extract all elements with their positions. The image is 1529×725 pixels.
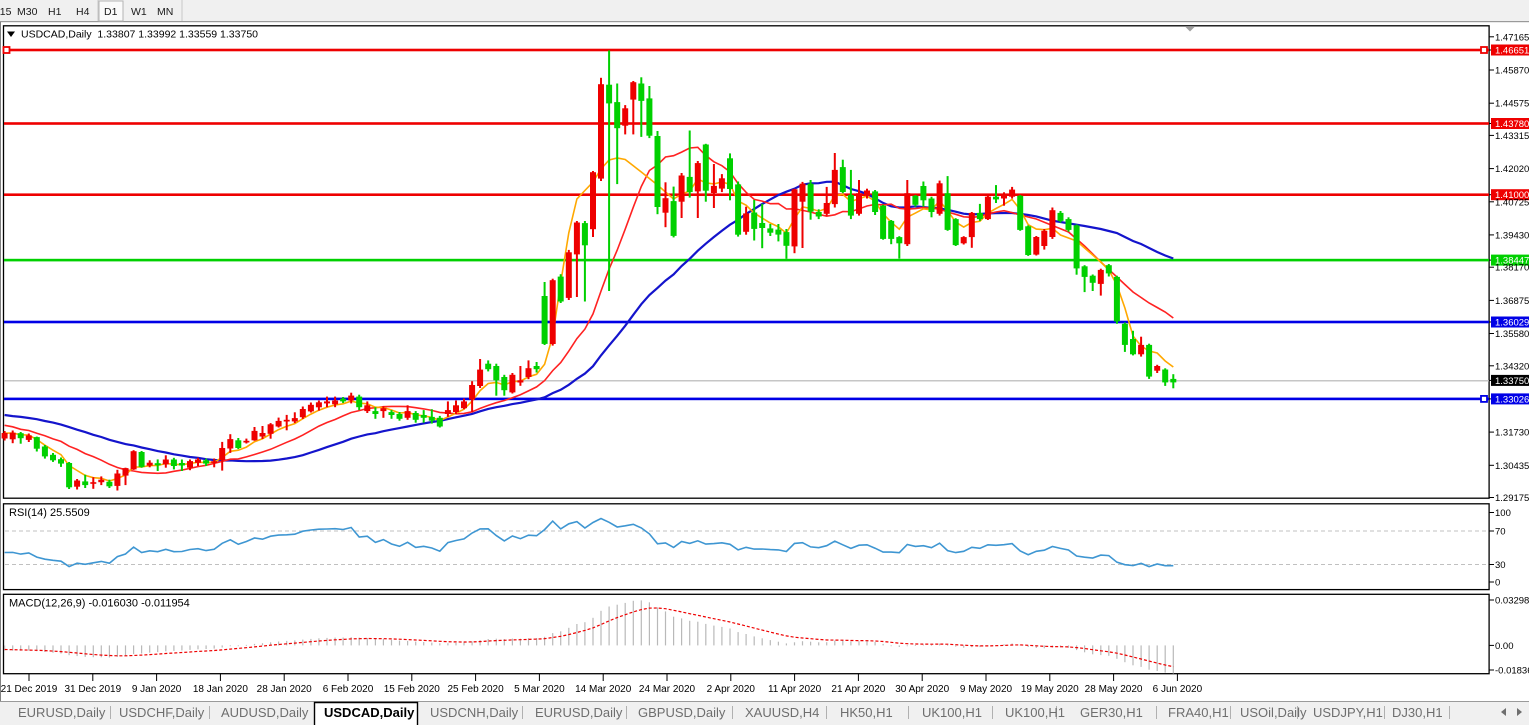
svg-text:21 Dec 2019: 21 Dec 2019 <box>1 684 58 695</box>
svg-text:25 Feb 2020: 25 Feb 2020 <box>448 684 505 695</box>
svg-text:GER30,H1: GER30,H1 <box>1080 705 1143 720</box>
svg-text:1.47165: 1.47165 <box>1495 32 1529 43</box>
svg-text:1.40725: 1.40725 <box>1495 197 1529 208</box>
svg-text:30: 30 <box>1495 560 1506 571</box>
svg-text:USDCAD,Daily 1.33807 1.33992: USDCAD,Daily 1.33807 1.33992 1.33559 1.3… <box>21 29 258 41</box>
svg-text:UK100,H1: UK100,H1 <box>1005 705 1065 720</box>
svg-text:AUDUSD,Daily: AUDUSD,Daily <box>221 705 309 720</box>
svg-text:MN: MN <box>157 6 173 18</box>
svg-text:1.30435: 1.30435 <box>1495 461 1529 472</box>
svg-text:1.44575: 1.44575 <box>1495 99 1529 110</box>
svg-text:0: 0 <box>1495 578 1500 589</box>
svg-text:EURUSD,Daily: EURUSD,Daily <box>535 705 623 720</box>
svg-text:15 Feb 2020: 15 Feb 2020 <box>384 684 441 695</box>
svg-text:H4: H4 <box>76 6 90 18</box>
svg-text:-0.018364: -0.018364 <box>1495 666 1529 677</box>
svg-text:1.43780: 1.43780 <box>1495 119 1529 130</box>
svg-text:D1: D1 <box>104 6 118 18</box>
svg-text:USDCNH,Daily: USDCNH,Daily <box>430 705 519 720</box>
svg-text:1.38170: 1.38170 <box>1495 263 1529 274</box>
svg-text:1.35580: 1.35580 <box>1495 329 1529 340</box>
svg-text:6 Jun 2020: 6 Jun 2020 <box>1153 684 1203 695</box>
svg-text:GBPUSD,Daily: GBPUSD,Daily <box>638 705 726 720</box>
svg-text:1.43315: 1.43315 <box>1495 131 1529 142</box>
svg-text:1.39430: 1.39430 <box>1495 230 1529 241</box>
svg-text:DJ30,H1: DJ30,H1 <box>1392 705 1443 720</box>
svg-text:USDCAD,Daily: USDCAD,Daily <box>324 705 415 720</box>
svg-text:2 Apr 2020: 2 Apr 2020 <box>707 684 756 695</box>
svg-text:1.38447: 1.38447 <box>1495 256 1529 267</box>
svg-text:1.42020: 1.42020 <box>1495 164 1529 175</box>
svg-text:14 Mar 2020: 14 Mar 2020 <box>575 684 632 695</box>
svg-text:1.46651: 1.46651 <box>1495 46 1529 57</box>
svg-text:M15: M15 <box>0 6 12 18</box>
svg-text:28 Jan 2020: 28 Jan 2020 <box>257 684 312 695</box>
svg-text:5 Mar 2020: 5 Mar 2020 <box>514 684 565 695</box>
svg-text:USDCHF,Daily: USDCHF,Daily <box>119 705 205 720</box>
svg-text:1.33750: 1.33750 <box>1495 376 1529 387</box>
svg-text:9 May 2020: 9 May 2020 <box>960 684 1013 695</box>
svg-text:RSI(14) 25.5509: RSI(14) 25.5509 <box>9 507 90 519</box>
svg-text:M30: M30 <box>17 6 38 18</box>
svg-text:24 Mar 2020: 24 Mar 2020 <box>639 684 696 695</box>
svg-text:1.45870: 1.45870 <box>1495 66 1529 77</box>
svg-text:1.34320: 1.34320 <box>1495 361 1529 372</box>
svg-text:EURUSD,Daily: EURUSD,Daily <box>18 705 106 720</box>
svg-text:1.36875: 1.36875 <box>1495 296 1529 307</box>
svg-text:21 Apr 2020: 21 Apr 2020 <box>831 684 885 695</box>
svg-text:UK100,H1: UK100,H1 <box>922 705 982 720</box>
svg-text:11 Apr 2020: 11 Apr 2020 <box>768 684 822 695</box>
svg-text:MACD(12,26,9) -0.016030 -0.011: MACD(12,26,9) -0.016030 -0.011954 <box>9 598 190 610</box>
svg-text:USDJPY,H1: USDJPY,H1 <box>1313 705 1383 720</box>
svg-text:FRA40,H1: FRA40,H1 <box>1168 705 1229 720</box>
svg-text:100: 100 <box>1495 508 1511 519</box>
svg-text:1.33026: 1.33026 <box>1495 394 1529 405</box>
svg-text:1.31730: 1.31730 <box>1495 428 1529 439</box>
svg-text:6 Feb 2020: 6 Feb 2020 <box>323 684 374 695</box>
svg-text:W1: W1 <box>131 6 147 18</box>
svg-text:USOil,Daily: USOil,Daily <box>1240 705 1307 720</box>
svg-text:19 May 2020: 19 May 2020 <box>1021 684 1079 695</box>
svg-text:H1: H1 <box>48 6 62 18</box>
svg-text:0.00: 0.00 <box>1495 641 1514 652</box>
svg-text:30 Apr 2020: 30 Apr 2020 <box>895 684 949 695</box>
svg-text:18 Jan 2020: 18 Jan 2020 <box>193 684 248 695</box>
svg-text:HK50,H1: HK50,H1 <box>840 705 893 720</box>
svg-text:70: 70 <box>1495 527 1506 538</box>
svg-text:XAUUSD,H4: XAUUSD,H4 <box>745 705 819 720</box>
svg-text:28 May 2020: 28 May 2020 <box>1085 684 1143 695</box>
svg-text:31 Dec 2019: 31 Dec 2019 <box>64 684 121 695</box>
svg-text:1.41000: 1.41000 <box>1495 190 1529 201</box>
svg-text:9 Jan 2020: 9 Jan 2020 <box>132 684 182 695</box>
svg-text:1.29175: 1.29175 <box>1495 493 1529 504</box>
svg-text:0.032982: 0.032982 <box>1495 596 1529 607</box>
svg-text:1.36029: 1.36029 <box>1495 318 1529 329</box>
